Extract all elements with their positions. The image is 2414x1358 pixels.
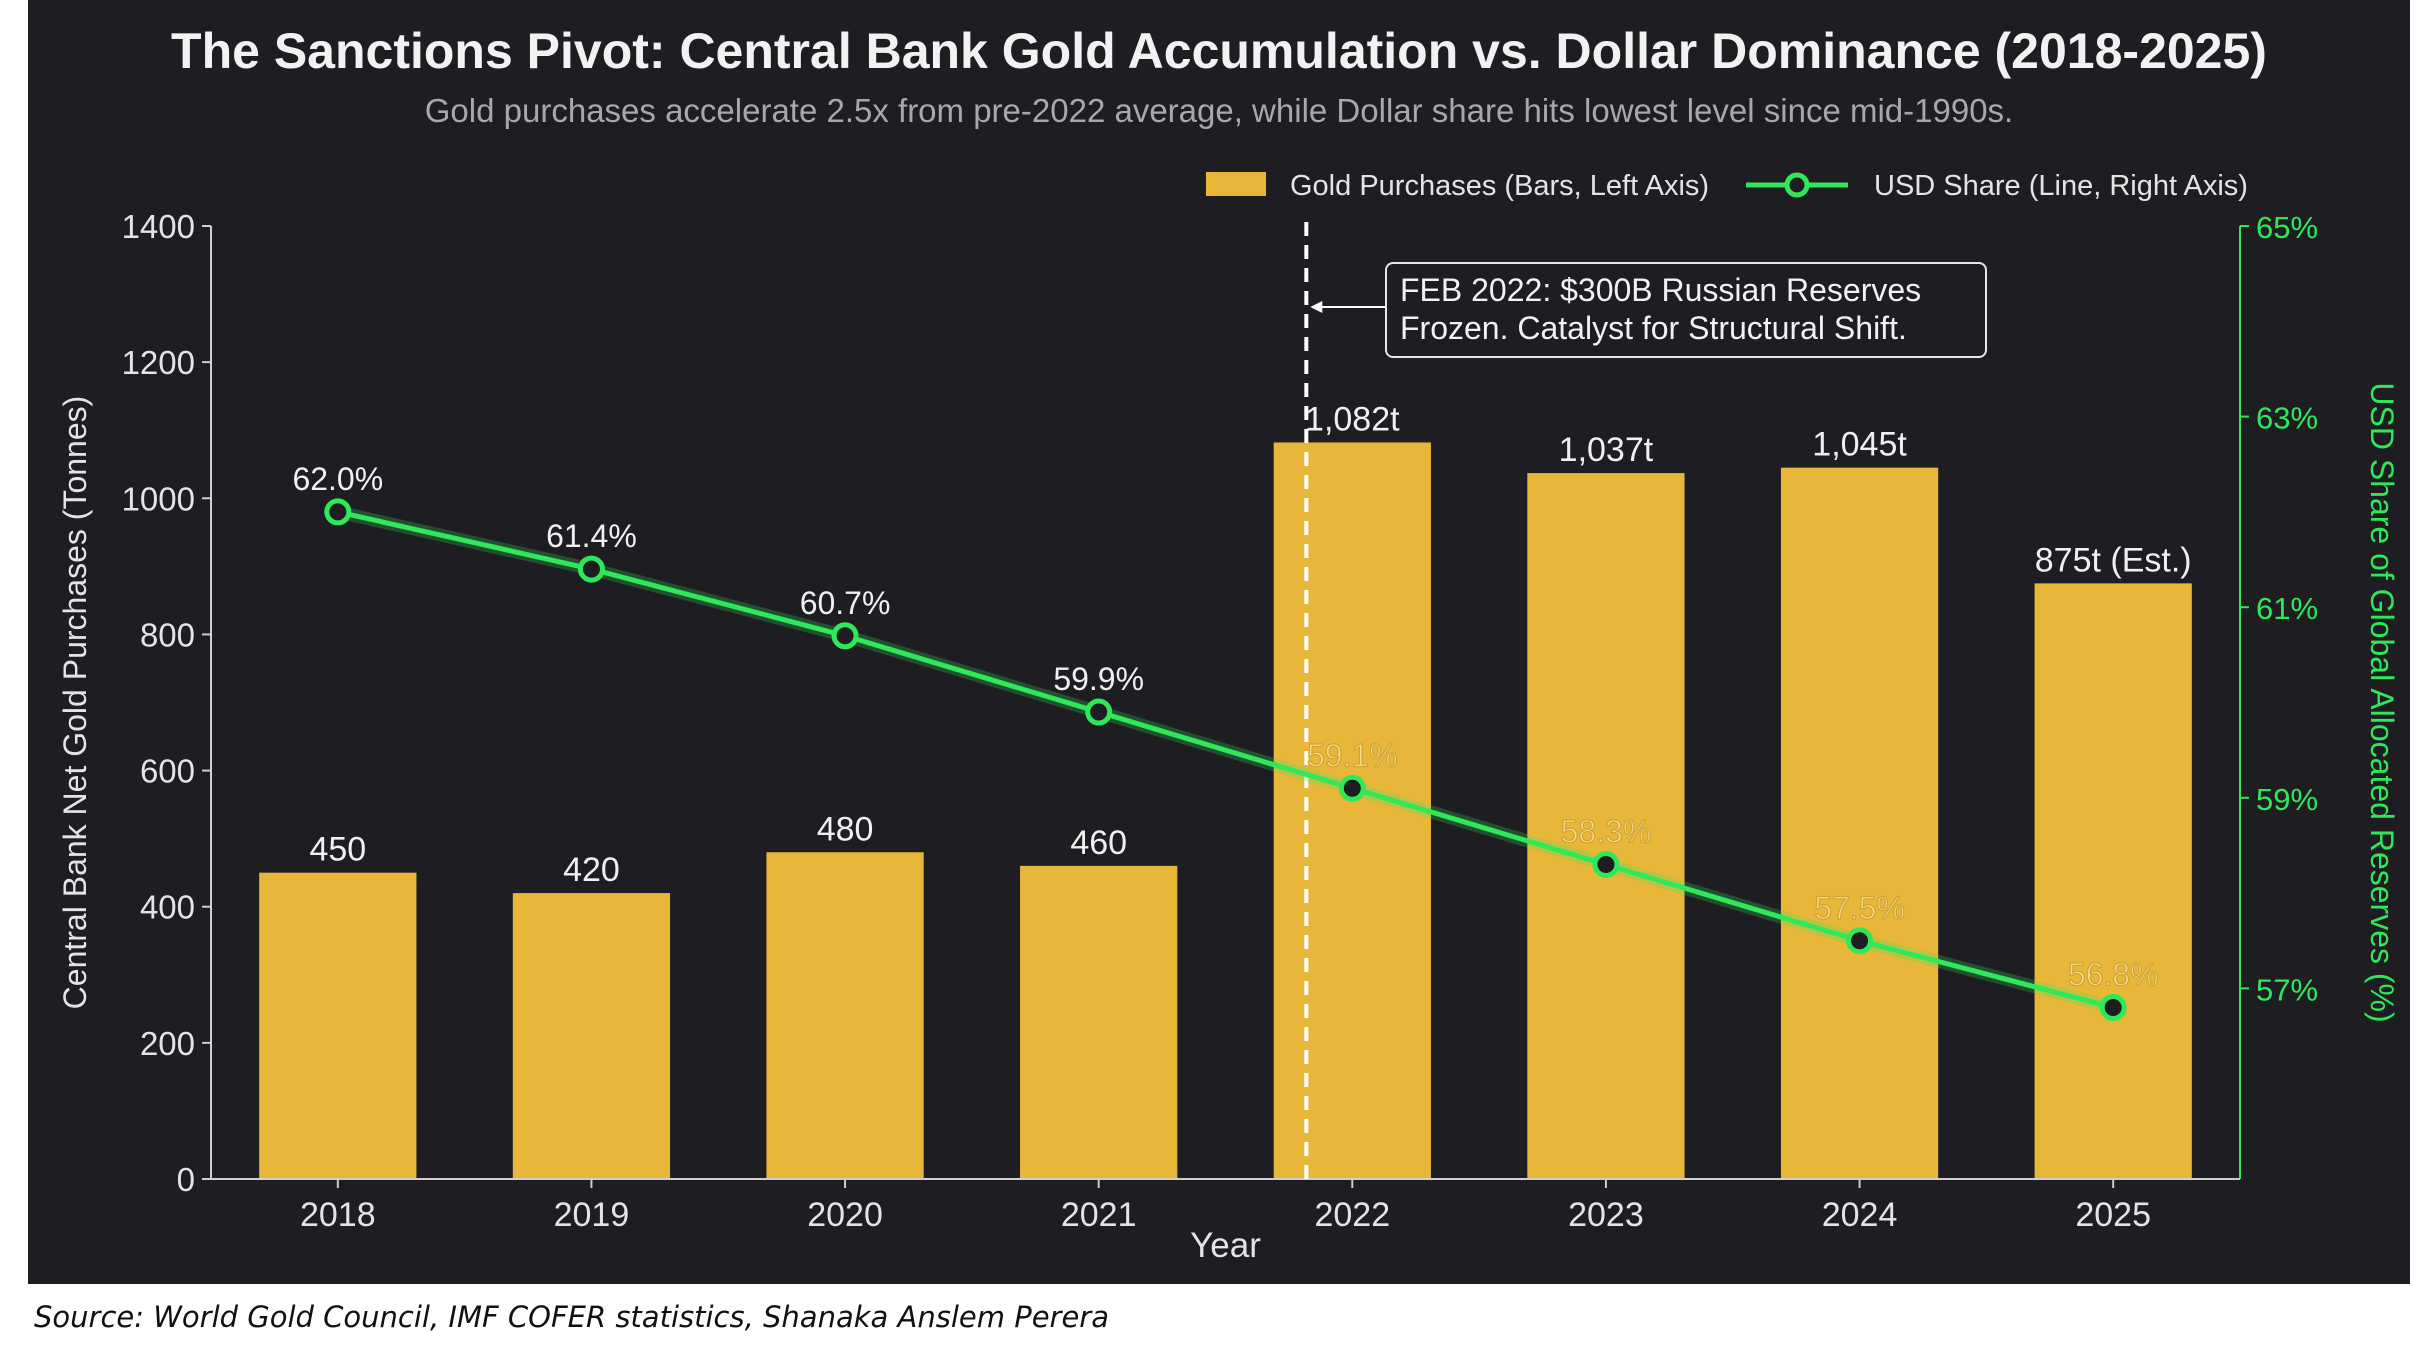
bar-2020 xyxy=(766,852,924,1179)
left-tick-label: 0 xyxy=(177,1161,195,1198)
legend-line-label: USD Share (Line, Right Axis) xyxy=(1874,170,2248,202)
bar-2025 xyxy=(2034,583,2192,1179)
left-tick-label: 1000 xyxy=(122,480,195,517)
usd-label-2020: 60.7% xyxy=(800,585,891,621)
right-tick-label: 65% xyxy=(2256,210,2318,245)
chart-root: The Sanctions Pivot: Central Bank Gold A… xyxy=(57,23,2400,1265)
annotation-text-line: Frozen. Catalyst for Structural Shift. xyxy=(1400,310,1907,346)
annotation-box xyxy=(1385,262,1987,358)
usd-point-2023 xyxy=(1592,851,1620,879)
left-tick-label: 200 xyxy=(140,1025,195,1062)
usd-label-2024: 57.5% xyxy=(1814,890,1905,926)
right-tick-label: 61% xyxy=(2256,591,2318,626)
bar-label-2022: 1,082t xyxy=(1305,400,1400,438)
usd-point-2020 xyxy=(831,622,859,650)
legend-bar-swatch xyxy=(1206,172,1266,196)
bar-2022 xyxy=(1273,442,1431,1179)
annotation-text-line: FEB 2022: $300B Russian Reserves xyxy=(1400,272,1921,308)
bar-label-2020: 480 xyxy=(817,810,874,848)
usd-point-2018 xyxy=(324,498,352,526)
x-tick-label-2024: 2024 xyxy=(1822,1196,1898,1234)
bar-2024 xyxy=(1780,467,1939,1179)
usd-point-2021 xyxy=(1085,698,1113,726)
chart-svg: The Sanctions Pivot: Central Bank Gold A… xyxy=(57,23,2400,1265)
bar-2021 xyxy=(1020,865,1178,1179)
usd-label-2025: 56.8% xyxy=(2068,956,2159,992)
left-axis-title: Central Bank Net Gold Purchases (Tonnes) xyxy=(57,396,93,1010)
bar-label-2019: 420 xyxy=(563,851,620,889)
usd-label-2018: 62.0% xyxy=(292,461,383,497)
usd-share-line xyxy=(337,509,2114,1010)
left-tick-label: 800 xyxy=(140,616,195,653)
left-tick-label: 1400 xyxy=(122,208,195,245)
x-tick-label-2021: 2021 xyxy=(1061,1196,1137,1234)
x-tick-label-2018: 2018 xyxy=(300,1196,376,1234)
usd-label-2022: 59.1% xyxy=(1307,737,1398,773)
right-tick-label: 57% xyxy=(2256,972,2318,1007)
bar-label-2023: 1,037t xyxy=(1559,431,1654,469)
usd-point-2025 xyxy=(2099,993,2127,1021)
left-tick-label: 400 xyxy=(140,889,195,926)
bar-label-2021: 460 xyxy=(1070,824,1127,862)
usd-point-2019 xyxy=(577,555,605,583)
right-axis-title: USD Share of Global Allocated Reserves (… xyxy=(2364,382,2400,1022)
x-tick-label-2025: 2025 xyxy=(2075,1196,2151,1234)
bar-label-2025: 875t (Est.) xyxy=(2035,541,2192,579)
bar-label-2024: 1,045t xyxy=(1812,426,1907,464)
usd-label-2021: 59.9% xyxy=(1053,661,1144,697)
right-tick-label: 59% xyxy=(2256,782,2318,817)
x-tick-label-2020: 2020 xyxy=(807,1196,883,1234)
usd-label-2019: 61.4% xyxy=(546,518,637,554)
x-tick-label-2022: 2022 xyxy=(1314,1196,1390,1234)
annotation-arrow-head xyxy=(1310,301,1323,313)
legend-line-marker xyxy=(1784,172,1810,198)
bar-label-2018: 450 xyxy=(309,831,366,869)
x-axis-title: Year xyxy=(1190,1226,1261,1265)
x-tick-label-2019: 2019 xyxy=(554,1196,630,1234)
right-tick-label: 63% xyxy=(2256,401,2318,436)
x-tick-label-2023: 2023 xyxy=(1568,1196,1644,1234)
chart-panel: The Sanctions Pivot: Central Bank Gold A… xyxy=(28,0,2410,1284)
chart-subtitle: Gold purchases accelerate 2.5x from pre-… xyxy=(425,92,2013,129)
usd-point-2024 xyxy=(1846,927,1874,955)
left-tick-label: 1200 xyxy=(122,344,195,381)
bar-2019 xyxy=(512,893,671,1179)
legend-bar-label: Gold Purchases (Bars, Left Axis) xyxy=(1290,170,1709,202)
usd-point-2022 xyxy=(1338,774,1366,802)
bar-2023 xyxy=(1527,473,1685,1180)
bar-2018 xyxy=(259,872,417,1179)
chart-title: The Sanctions Pivot: Central Bank Gold A… xyxy=(171,23,2267,79)
source-caption: Source: World Gold Council, IMF COFER st… xyxy=(34,1300,1109,1334)
left-tick-label: 600 xyxy=(140,753,195,790)
usd-label-2023: 58.3% xyxy=(1561,814,1652,850)
